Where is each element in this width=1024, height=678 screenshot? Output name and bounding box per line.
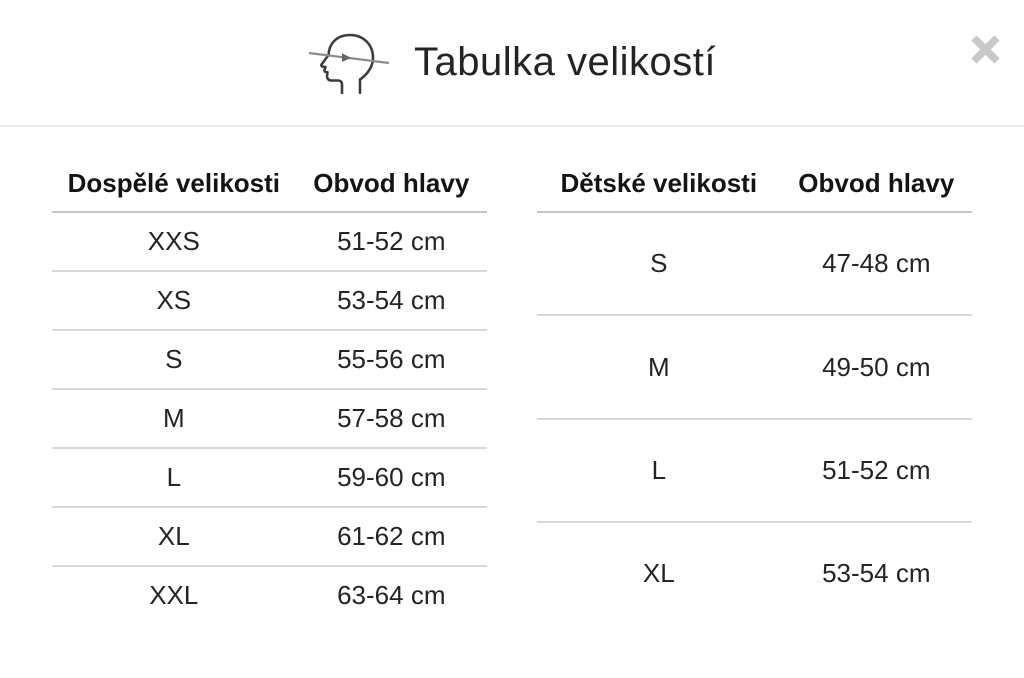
table-cell: 51-52 cm <box>295 212 487 272</box>
children-table-head: Dětské velikosti Obvod hlavy <box>537 155 972 213</box>
column-header-adult-size: Dospělé velikosti <box>52 155 296 213</box>
table-cell: XXS <box>52 212 296 272</box>
table-cell: S <box>52 330 296 390</box>
column-header-adult-circumference: Obvod hlavy <box>295 155 487 213</box>
table-cell: M <box>537 315 781 420</box>
table-cell: XS <box>52 271 296 331</box>
table-row: M 49-50 cm <box>537 315 972 420</box>
table-cell: S <box>537 212 781 317</box>
table-cell: M <box>52 389 296 449</box>
table-row: XXS 51-52 cm <box>52 212 487 272</box>
children-sizes-table: Dětské velikosti Obvod hlavy S 47-48 cm M 4… <box>537 155 972 624</box>
table-cell: L <box>52 448 296 508</box>
table-cell: XXL <box>149 580 199 610</box>
modal-title-group: Tabulka velikostí <box>308 32 716 94</box>
header-row: Dospělé velikosti Obvod hlavy <box>52 155 487 213</box>
modal-header: Tabulka velikostí <box>0 0 1024 125</box>
column-header-children-size: Dětské velikosti <box>537 155 781 213</box>
table-row: XL 53-54 cm <box>537 522 972 624</box>
table-cell: XL <box>642 558 675 589</box>
column-header-children-circumference: Obvod hlavy <box>780 155 972 213</box>
table-row: L 51-52 cm <box>537 418 972 524</box>
modal-title: Tabulka velikostí <box>414 40 716 84</box>
table-cell: 51-52 cm <box>780 418 972 524</box>
table-row: XL 61-62 cm <box>52 507 487 567</box>
table-row: S 47-48 cm <box>537 212 972 317</box>
size-tables: Dospělé velikosti Obvod hlavy XXS 51-52 c… <box>0 127 1024 624</box>
close-icon <box>970 34 1000 64</box>
table-row: L 59-60 cm <box>52 448 487 508</box>
table-cell: 49-50 cm <box>780 315 972 420</box>
table-cell: XL <box>52 507 296 567</box>
table-row: M 57-58 cm <box>52 389 487 449</box>
adult-table-body: XXS 51-52 cm XS 53-54 cm S 55-56 cm M 57-58 cm L… <box>52 212 487 624</box>
table-row: S 55-56 cm <box>52 330 487 390</box>
children-table-body: S 47-48 cm M 49-50 cm L 51-52 cm XL 53-54 cm <box>537 212 972 624</box>
table-cell: 57-58 cm <box>295 389 487 449</box>
table-cell: 55-56 cm <box>295 330 487 390</box>
table-row: XS 53-54 cm <box>52 271 487 331</box>
table-cell: 53-54 cm <box>822 558 931 589</box>
table-cell: L <box>537 418 781 524</box>
close-button[interactable] <box>964 28 1006 70</box>
table-cell: 53-54 cm <box>295 271 487 331</box>
adult-sizes-table: Dospělé velikosti Obvod hlavy XXS 51-52 c… <box>52 155 487 624</box>
header-row: Dětské velikosti Obvod hlavy <box>537 155 972 213</box>
table-cell: 47-48 cm <box>780 212 972 317</box>
table-cell: 59-60 cm <box>295 448 487 508</box>
header-divider <box>0 125 1024 127</box>
head-circumference-icon <box>308 33 390 94</box>
adult-table-head: Dospělé velikosti Obvod hlavy <box>52 155 487 213</box>
table-cell: 63-64 cm <box>337 580 446 610</box>
table-row: XXL 63-64 cm <box>52 566 487 624</box>
table-cell: 61-62 cm <box>295 507 487 567</box>
